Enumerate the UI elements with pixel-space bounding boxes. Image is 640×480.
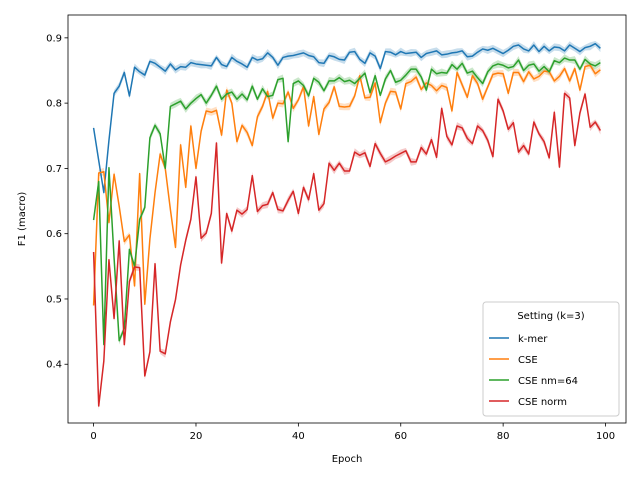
legend-entry: CSE nm=64 bbox=[518, 376, 578, 387]
y-tick-label: 0.8 bbox=[46, 99, 62, 110]
x-tick-label: 20 bbox=[190, 431, 203, 442]
series-line bbox=[92, 92, 602, 407]
series-line bbox=[92, 64, 601, 306]
series-line bbox=[92, 57, 601, 346]
x-tick-label: 60 bbox=[394, 431, 407, 442]
legend-entry: k-mer bbox=[518, 334, 548, 345]
series-lines bbox=[92, 42, 602, 407]
legend-title: Setting (k=3) bbox=[517, 311, 584, 322]
y-axis-label: F1 (macro) bbox=[17, 192, 28, 247]
legend-items: k-mer CSE CSE nm=64 CSE norm bbox=[489, 334, 578, 408]
x-axis: 0 20 40 60 80 100 bbox=[90, 423, 615, 442]
x-tick-label: 40 bbox=[292, 431, 305, 442]
x-tick-label: 0 bbox=[90, 431, 96, 442]
plot-frame bbox=[67, 14, 627, 424]
y-tick-label: 0.4 bbox=[46, 360, 62, 371]
y-tick-label: 0.7 bbox=[46, 164, 62, 175]
legend-entry: CSE norm bbox=[518, 397, 567, 408]
x-axis-label: Epoch bbox=[332, 454, 363, 465]
legend: Setting (k=3) k-mer CSE CSE nm=64 CSE norm bbox=[482, 301, 620, 417]
y-axis: 0.4 0.5 0.6 0.7 0.8 0.9 bbox=[46, 33, 68, 371]
y-tick-label: 0.6 bbox=[46, 229, 62, 240]
y-tick-label: 0.5 bbox=[46, 294, 62, 305]
series-line bbox=[92, 42, 601, 194]
y-tick-label: 0.9 bbox=[46, 33, 62, 44]
x-tick-label: 100 bbox=[596, 431, 615, 442]
legend-entry: CSE bbox=[518, 355, 538, 366]
x-tick-label: 80 bbox=[497, 431, 510, 442]
legend-box bbox=[482, 301, 620, 417]
